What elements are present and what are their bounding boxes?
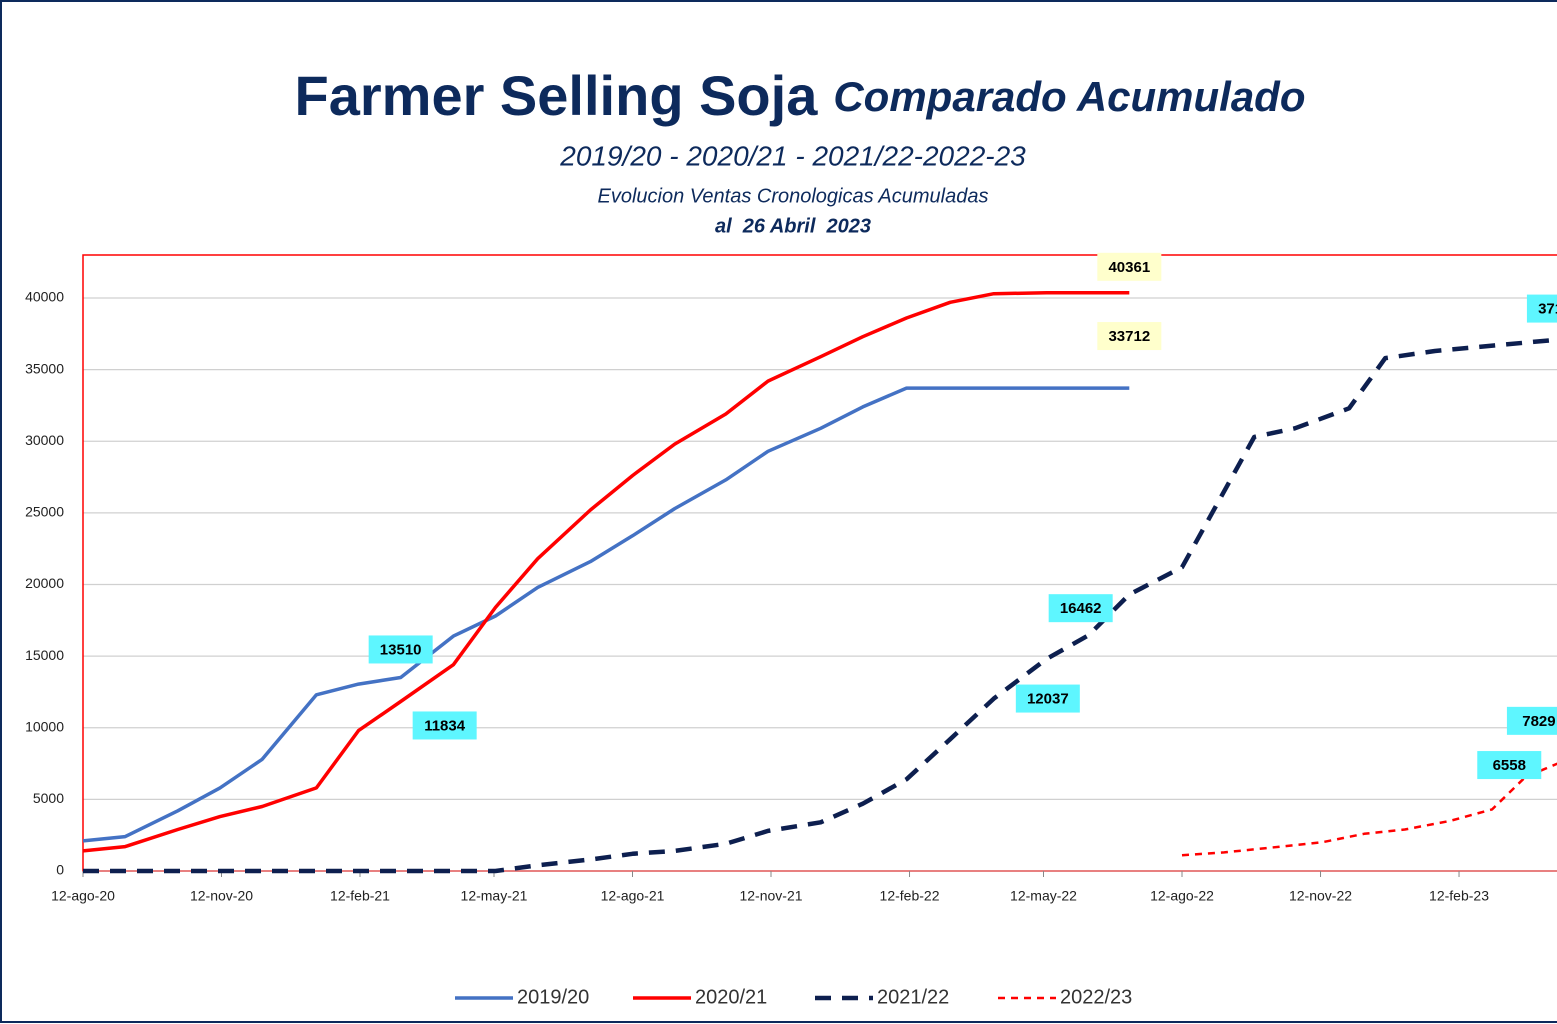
value-label-bg [1477,751,1542,780]
value-label-bg [412,711,477,740]
x-tick-label: 12-feb-22 [880,888,940,904]
value-label: 6558 [1493,757,1526,774]
y-tick-label: 5000 [33,790,64,806]
y-tick-label: 25000 [25,504,64,520]
value-label-bg [1015,684,1080,713]
plot-border [82,254,1557,872]
x-tick-label: 12-feb-21 [330,888,390,904]
chart-title: Farmer Selling Soja Comparado Acumulado [295,64,1306,127]
subtitle: 2019/20 - 2020/21 - 2021/22-2022-23 [559,140,1026,171]
y-tick-label: 20000 [25,575,64,591]
x-tick-label: 12-ago-22 [1150,888,1214,904]
legend-label: 2021/22 [877,986,949,1008]
value-label-bg [368,635,433,664]
x-tick-label: 12-nov-20 [190,888,253,904]
y-tick-label: 30000 [25,432,64,448]
value-label: 12037 [1027,691,1069,708]
title-suffix: Comparado Acumulado [833,73,1305,120]
series-line [82,386,1130,843]
title-main: Farmer Selling Soja [295,64,819,127]
value-label: 11834 [424,717,466,734]
series-line [83,337,1557,874]
value-label: 37165 [1538,301,1557,318]
y-tick-label: 0 [56,862,64,878]
y-tick-label: 40000 [25,289,64,305]
value-label: 16462 [1060,600,1102,617]
y-tick-label: 10000 [25,718,64,734]
x-tick-label: 12-nov-22 [1289,888,1352,904]
y-tick-label: 15000 [25,647,64,663]
y-tick-label: 35000 [25,360,64,376]
subtitle-3: al 26 Abril 2023 [715,215,871,237]
value-label-bg [1048,594,1113,623]
value-label-bg [1506,706,1557,735]
x-tick-label: 12-may-22 [1010,888,1077,904]
value-label-bg [1526,294,1557,323]
value-label-bg [1097,322,1162,351]
legend-label: 2019/20 [517,986,589,1008]
x-tick-label: 12-ago-21 [601,888,665,904]
value-label: 7829 [1522,713,1555,730]
series-line [82,291,1130,853]
value-label-bg [1097,252,1162,281]
value-label: 33712 [1108,328,1150,345]
value-label: 13510 [380,641,422,658]
subtitle-2: Evolucion Ventas Cronologicas Acumuladas [598,185,989,207]
legend-label: 2022/23 [1060,986,1132,1008]
value-label: 40361 [1108,259,1150,276]
x-tick-label: 12-ago-20 [51,888,115,904]
x-tick-label: 12-may-21 [461,888,528,904]
x-tick-label: 12-feb-23 [1429,888,1489,904]
legend-label: 2020/21 [695,986,767,1008]
x-tick-label: 12-nov-21 [739,888,802,904]
